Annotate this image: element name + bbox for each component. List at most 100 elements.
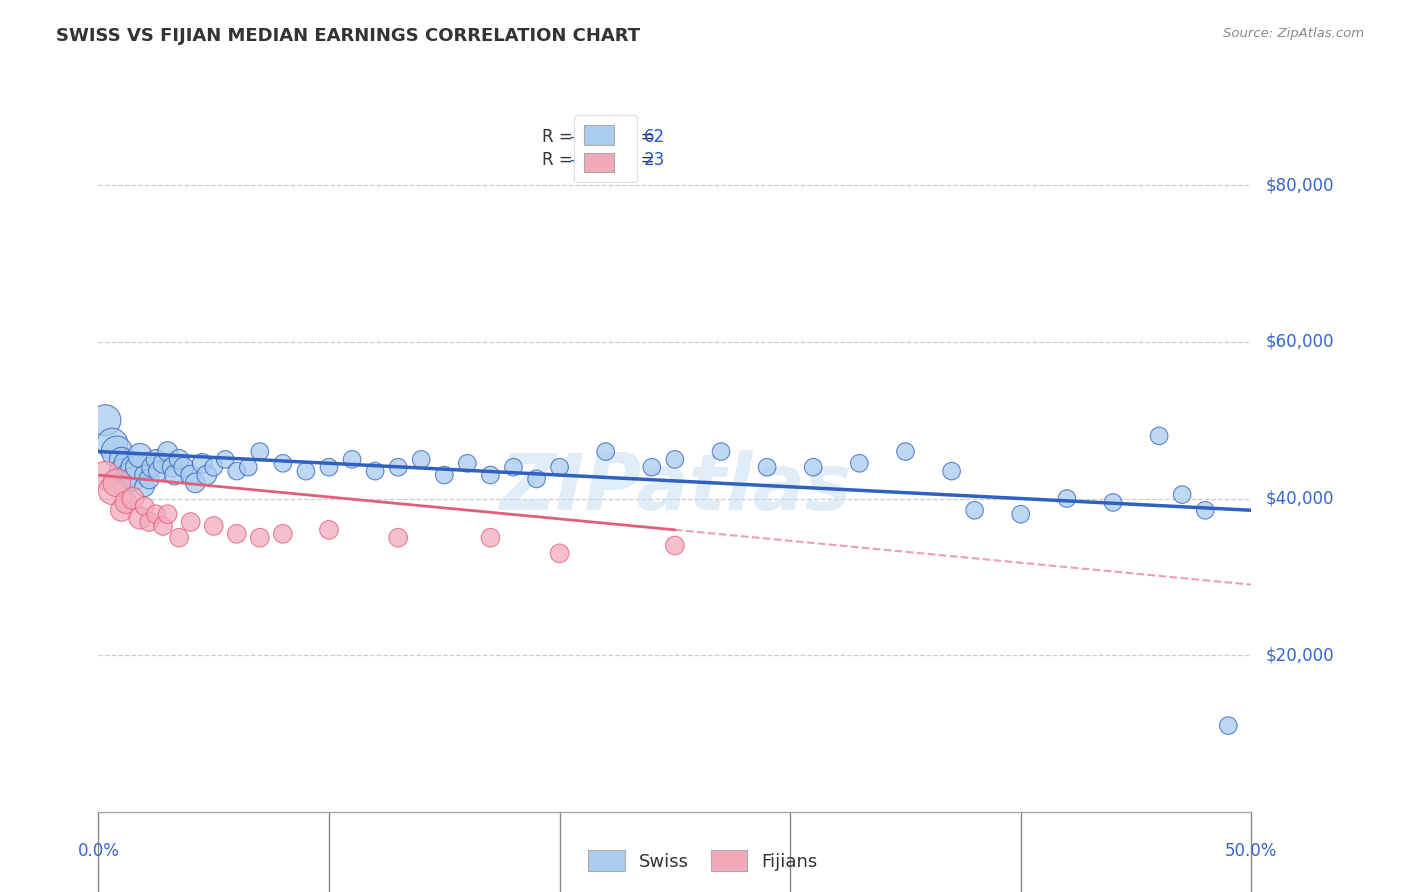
- Point: [249, 444, 271, 458]
- Text: 23: 23: [644, 151, 665, 169]
- Text: 62: 62: [644, 128, 665, 145]
- Point: [801, 460, 824, 475]
- Text: SWISS VS FIJIAN MEDIAN EARNINGS CORRELATION CHART: SWISS VS FIJIAN MEDIAN EARNINGS CORRELAT…: [56, 27, 640, 45]
- Point: [1194, 503, 1216, 517]
- Point: [152, 456, 174, 470]
- Point: [180, 515, 202, 529]
- Point: [110, 452, 132, 467]
- Point: [191, 456, 214, 470]
- Point: [1010, 507, 1032, 521]
- Point: [156, 507, 179, 521]
- Text: N =: N =: [623, 151, 659, 169]
- Point: [238, 460, 260, 475]
- Point: [1218, 718, 1240, 732]
- Point: [134, 500, 156, 514]
- Point: [664, 539, 686, 553]
- Point: [894, 444, 917, 458]
- Point: [271, 526, 294, 541]
- Point: [163, 468, 186, 483]
- Point: [180, 468, 202, 483]
- Point: [138, 515, 160, 529]
- Point: [479, 531, 502, 545]
- Legend: Swiss, Fijians: Swiss, Fijians: [581, 843, 825, 879]
- Text: $20,000: $20,000: [1265, 646, 1334, 665]
- Point: [94, 468, 117, 483]
- Point: [548, 460, 571, 475]
- Point: [641, 460, 664, 475]
- Point: [1171, 487, 1194, 501]
- Point: [249, 531, 271, 545]
- Text: R =: R =: [543, 151, 578, 169]
- Point: [145, 507, 167, 521]
- Point: [202, 519, 225, 533]
- Point: [295, 464, 318, 478]
- Text: $40,000: $40,000: [1265, 490, 1334, 508]
- Point: [340, 452, 363, 467]
- Text: ZIPatlas: ZIPatlas: [499, 450, 851, 525]
- Point: [129, 449, 152, 463]
- Point: [145, 452, 167, 467]
- Point: [110, 464, 132, 478]
- Point: [1056, 491, 1078, 506]
- Point: [101, 483, 124, 498]
- Point: [105, 475, 128, 490]
- Text: N =: N =: [623, 128, 659, 145]
- Point: [271, 456, 294, 470]
- Point: [387, 531, 409, 545]
- Point: [160, 460, 183, 475]
- Legend: , : ,: [574, 115, 637, 182]
- Point: [115, 456, 138, 470]
- Point: [664, 452, 686, 467]
- Point: [225, 464, 247, 478]
- Point: [152, 519, 174, 533]
- Point: [502, 460, 524, 475]
- Point: [202, 460, 225, 475]
- Text: R =: R =: [543, 128, 578, 145]
- Text: 50.0%: 50.0%: [1225, 842, 1278, 860]
- Text: -0.130: -0.130: [569, 151, 623, 169]
- Point: [122, 491, 145, 506]
- Point: [756, 460, 779, 475]
- Point: [134, 468, 156, 483]
- Point: [117, 468, 139, 483]
- Text: $60,000: $60,000: [1265, 333, 1334, 351]
- Point: [167, 531, 190, 545]
- Point: [138, 472, 160, 486]
- Point: [848, 456, 870, 470]
- Point: [101, 436, 124, 450]
- Point: [110, 503, 132, 517]
- Point: [173, 460, 195, 475]
- Point: [1147, 429, 1170, 443]
- Point: [411, 452, 433, 467]
- Point: [526, 472, 548, 486]
- Point: [129, 511, 152, 525]
- Point: [548, 546, 571, 560]
- Text: $80,000: $80,000: [1265, 177, 1334, 194]
- Text: -0.173: -0.173: [569, 128, 623, 145]
- Point: [225, 526, 247, 541]
- Point: [433, 468, 456, 483]
- Point: [184, 475, 207, 490]
- Point: [318, 460, 340, 475]
- Point: [364, 464, 387, 478]
- Point: [134, 480, 156, 494]
- Point: [94, 413, 117, 427]
- Point: [127, 460, 149, 475]
- Point: [456, 456, 478, 470]
- Point: [941, 464, 963, 478]
- Point: [195, 468, 218, 483]
- Point: [148, 464, 170, 478]
- Point: [963, 503, 986, 517]
- Text: Source: ZipAtlas.com: Source: ZipAtlas.com: [1223, 27, 1364, 40]
- Point: [318, 523, 340, 537]
- Point: [167, 452, 190, 467]
- Point: [595, 444, 617, 458]
- Point: [141, 460, 163, 475]
- Point: [156, 444, 179, 458]
- Point: [710, 444, 733, 458]
- Point: [1102, 495, 1125, 509]
- Point: [122, 460, 145, 475]
- Point: [115, 495, 138, 509]
- Point: [387, 460, 409, 475]
- Point: [122, 472, 145, 486]
